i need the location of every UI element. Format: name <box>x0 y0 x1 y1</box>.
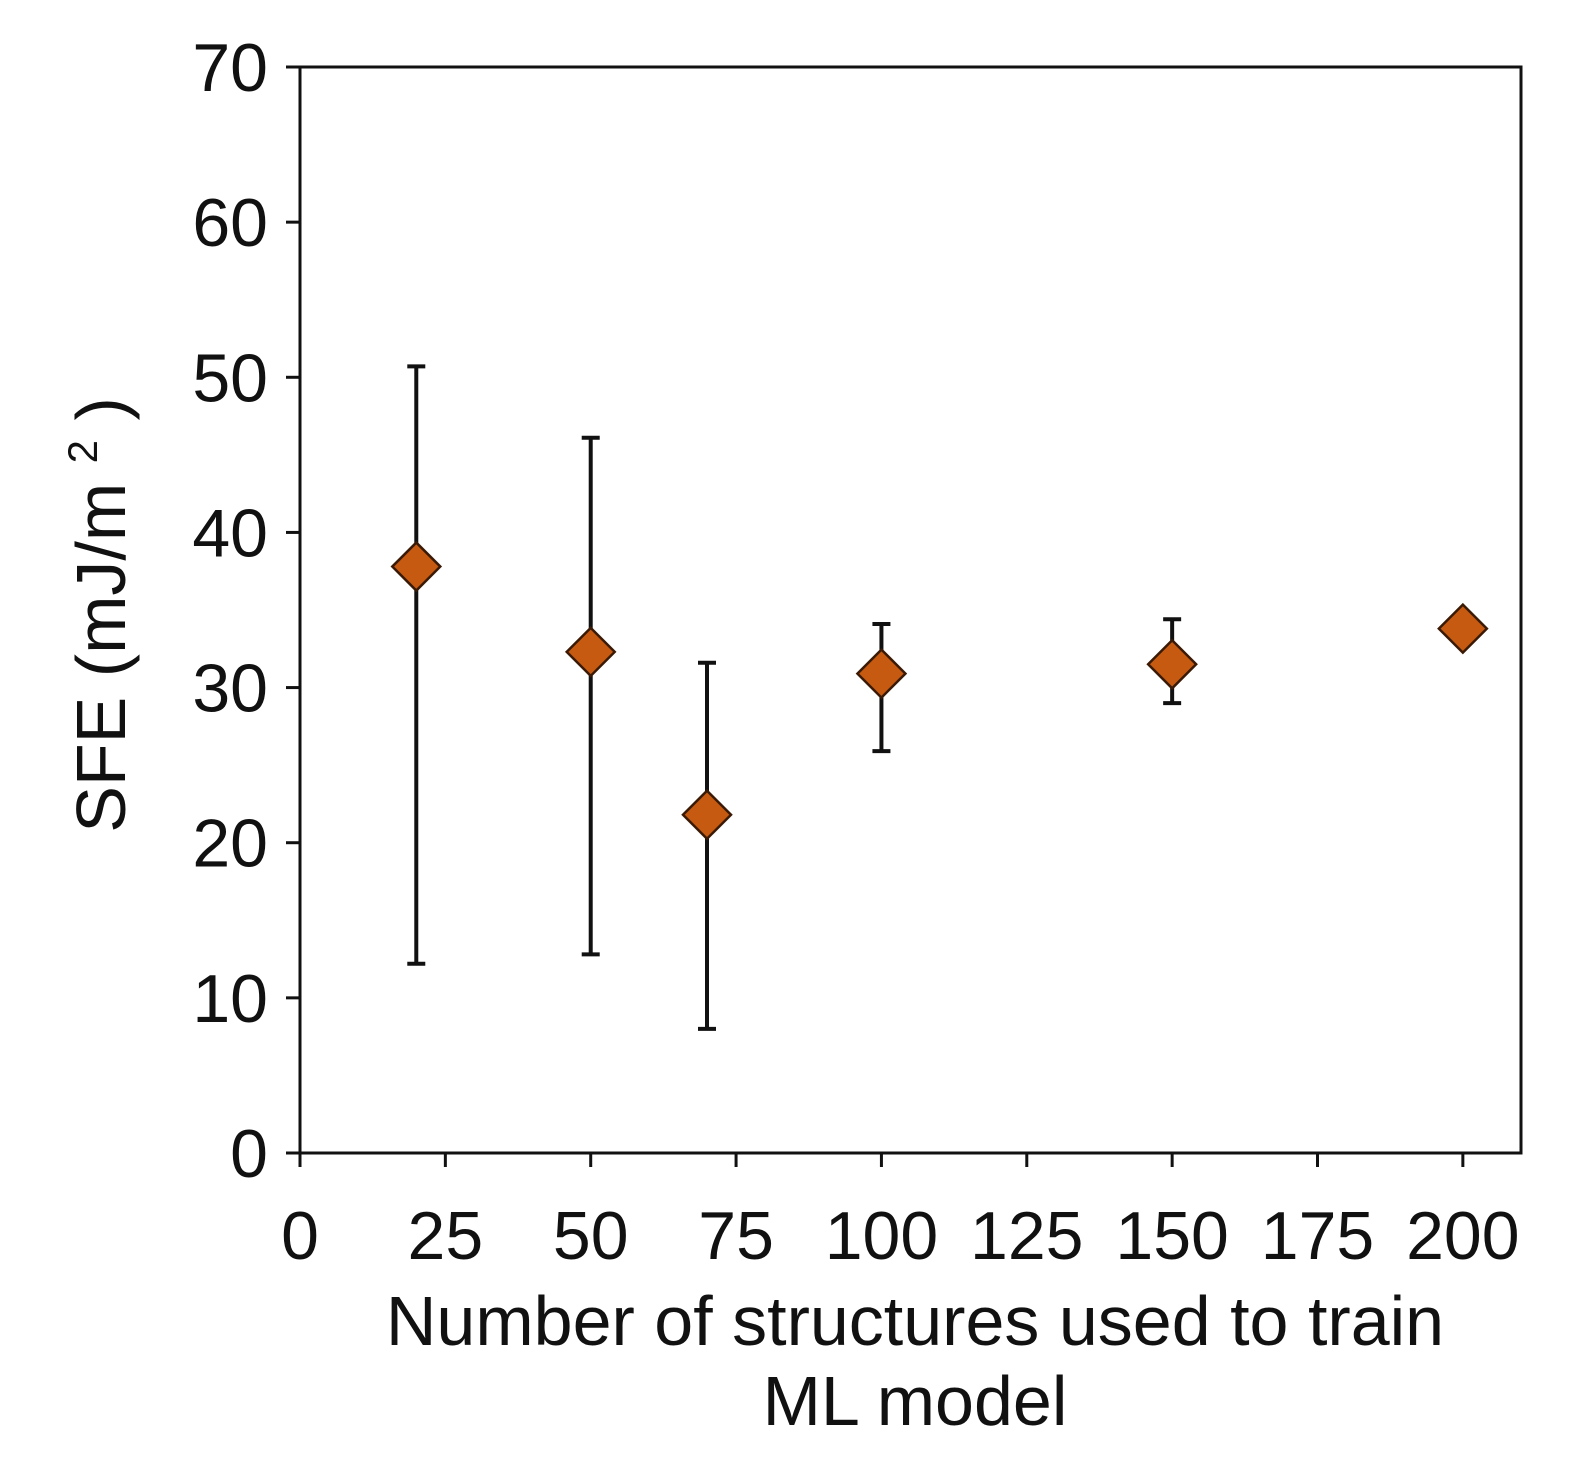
data-point-20 <box>390 540 443 593</box>
x-axis-title-line-1: Number of structures used to train <box>386 1282 1444 1360</box>
data-point-150 <box>1146 638 1198 691</box>
y-axis-title-unit-close: ) <box>62 397 140 420</box>
x-tick-label-175: 175 <box>1261 1198 1374 1274</box>
y-tick-label-60: 60 <box>192 185 268 261</box>
y-tick-label-70: 70 <box>192 30 268 106</box>
y-axis-title-unit-superscript: 2 <box>59 440 106 463</box>
data-markers <box>390 540 1489 841</box>
x-tick-label-100: 100 <box>825 1198 938 1274</box>
error-bar-50 <box>581 435 600 957</box>
x-tick-label-150: 150 <box>1115 1198 1228 1274</box>
x-axis-title-line-2: ML model <box>763 1362 1068 1440</box>
y-tick-label-20: 20 <box>192 806 268 882</box>
y-tick-label-30: 30 <box>192 651 268 727</box>
y-axis-title-quantity: SFE <box>62 697 140 833</box>
y-tick-label-0: 0 <box>230 1116 268 1192</box>
y-tick-label-50: 50 <box>192 340 268 416</box>
y-axis: 0 10 20 30 40 50 60 70 <box>192 30 300 1192</box>
data-point-200 <box>1437 602 1489 655</box>
data-point-50 <box>564 626 617 678</box>
x-tick-label-25: 25 <box>408 1198 484 1274</box>
plot-area <box>298 65 1523 1155</box>
x-tick-label-75: 75 <box>698 1198 774 1274</box>
x-axis: 0 25 50 75 100 125 150 175 200 <box>281 1153 1520 1274</box>
error-bars <box>407 364 1182 1031</box>
x-tick-label-50: 50 <box>553 1198 629 1274</box>
x-tick-label-0: 0 <box>281 1198 319 1274</box>
x-tick-label-125: 125 <box>970 1198 1083 1274</box>
data-point-70 <box>681 789 733 841</box>
data-point-100 <box>855 647 908 700</box>
error-bar-70 <box>698 660 716 1031</box>
error-bar-20 <box>407 364 426 966</box>
y-axis-title: SFE (mJ/m 2 ) <box>34 397 140 833</box>
y-axis-title-unit: (mJ/m <box>62 483 140 677</box>
svg-text:SFE (mJ/m: SFE (mJ/m 2 ) <box>34 397 140 833</box>
plot-frame <box>298 65 1523 1155</box>
y-tick-label-40: 40 <box>192 495 268 571</box>
x-tick-label-200: 200 <box>1406 1198 1519 1274</box>
y-tick-label-10: 10 <box>192 961 268 1037</box>
